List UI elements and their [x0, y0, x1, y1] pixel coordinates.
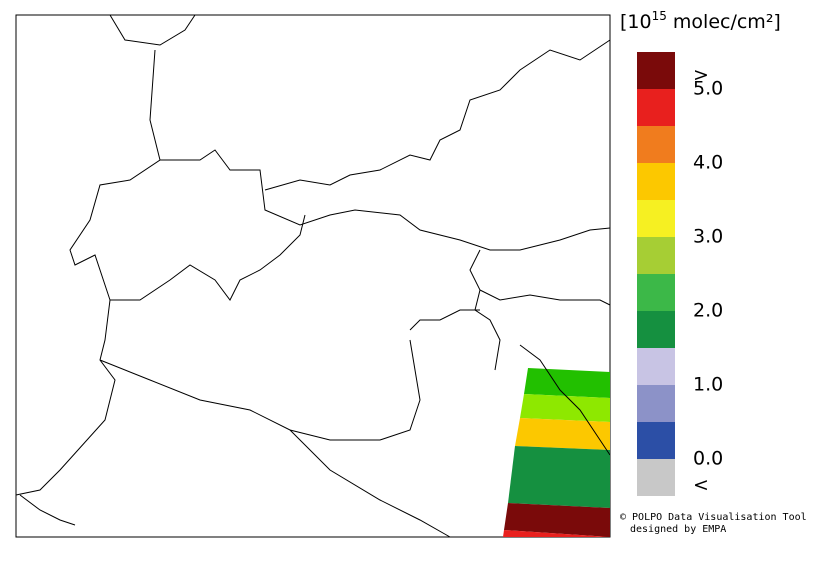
colorbar-label: 3.0 [693, 226, 723, 248]
colorbar-segment [637, 385, 675, 422]
map-frame [15, 14, 611, 538]
colorbar-segment [637, 126, 675, 163]
colorbar-label: < [693, 474, 709, 496]
colorbar-label: > [693, 64, 709, 86]
data-swath [503, 368, 610, 537]
colorbar-segment [637, 348, 675, 385]
colorbar-segment [637, 89, 675, 126]
unit-label: [1015 molec/cm²] [620, 9, 781, 33]
colorbar-segment [637, 311, 675, 348]
country-borders [15, 14, 611, 538]
colorbar-label: 1.0 [693, 374, 723, 396]
credit-line: © POLPO Data Visualisation Tool [620, 512, 807, 523]
colorbar: [1015 molec/cm²] >5.0 4.0 3.0 2.0 1.0 0.0 < [620, 9, 781, 496]
colorbar-segment [637, 459, 675, 496]
colorbar-label: 4.0 [693, 152, 723, 174]
map [15, 14, 611, 538]
colorbar-segment [637, 52, 675, 89]
colorbar-label: 5.0 [693, 78, 723, 100]
colorbar-label: 2.0 [693, 300, 723, 322]
credit-line: designed by EMPA [630, 524, 726, 535]
colorbar-label: 0.0 [693, 448, 723, 470]
colorbar-segment [637, 237, 675, 274]
colorbar-segment [637, 422, 675, 459]
colorbar-segment [637, 274, 675, 311]
colorbar-segment [637, 200, 675, 237]
colorbar-segment [637, 163, 675, 200]
